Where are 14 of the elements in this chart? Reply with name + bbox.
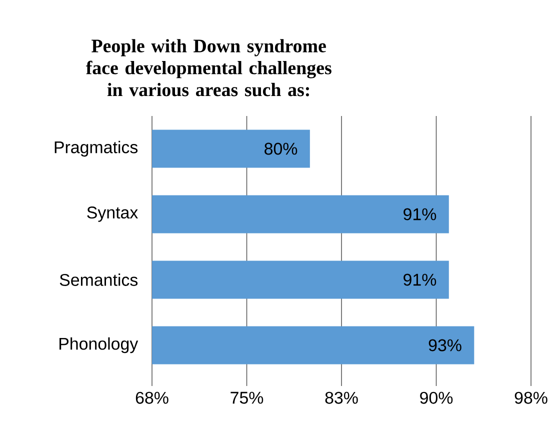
x-tick-label: 75% [230, 392, 264, 404]
x-tick-label: 83% [325, 392, 358, 404]
data-label: 91% [404, 208, 436, 220]
x-tick-label: 68% [136, 392, 168, 404]
y-tick-label: Phonology [60, 337, 138, 354]
data-label: 93% [428, 339, 462, 352]
y-tick-label: Pragmatics [54, 140, 138, 157]
data-label: 80% [264, 142, 298, 155]
x-tick-label: 98% [514, 392, 548, 404]
y-tick-label: Syntax [87, 206, 138, 222]
data-label: 91% [404, 274, 436, 286]
y-tick-label: Semantics [60, 274, 138, 286]
x-tick-label: 90% [420, 392, 453, 404]
chart-title: People with Down syndrome face developmental challenges in various areas such as: [86, 39, 332, 96]
